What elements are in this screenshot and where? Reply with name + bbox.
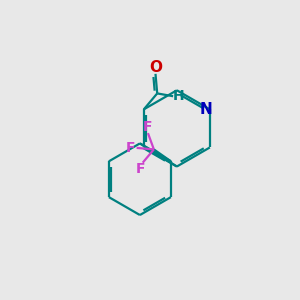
Text: O: O bbox=[149, 60, 162, 75]
Text: F: F bbox=[143, 120, 153, 134]
Text: H: H bbox=[173, 89, 185, 103]
Text: F: F bbox=[136, 162, 145, 176]
Text: F: F bbox=[125, 141, 135, 155]
Text: N: N bbox=[199, 102, 212, 117]
